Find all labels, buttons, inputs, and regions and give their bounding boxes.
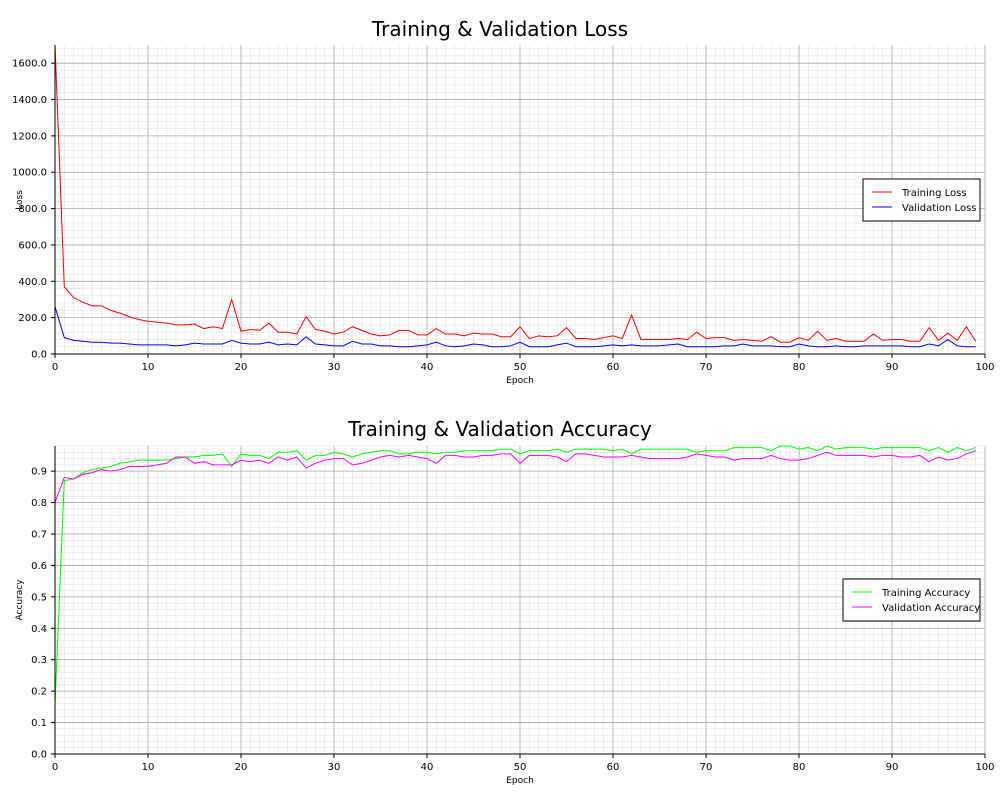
- y-axis-label: Loss: [15, 190, 25, 210]
- x-tick-labels: 0 10 20 30 40 50 60 70 80 90 100: [52, 362, 995, 373]
- x-tick-label: 60: [607, 762, 620, 773]
- x-tick-label: 30: [328, 762, 341, 773]
- y-tick-label: 1000.0: [12, 168, 47, 179]
- x-tick-label: 0: [52, 362, 58, 373]
- y-tick-label: 0.0: [31, 350, 47, 361]
- series-layer: [54, 44, 977, 348]
- axes: [51, 446, 986, 758]
- y-axis-label: Accuracy: [15, 579, 25, 621]
- y-tick-labels: 0.0 0.1 0.2 0.3 0.4 0.5 0.6 0.7 0.8 0.9: [31, 467, 47, 761]
- y-tick-labels: 0.0 200.0 400.0 600.0 800.0 1000.0 1200.0 1400.…: [12, 59, 47, 361]
- x-tick-label: 100: [975, 362, 994, 373]
- y-tick-label: 800.0: [18, 204, 47, 215]
- series-line-training-accuracy: [54, 445, 976, 704]
- x-tick-label: 10: [142, 362, 155, 373]
- x-tick-label: 50: [514, 762, 527, 773]
- x-axis-label: Epoch: [506, 376, 534, 386]
- series-line-validation-loss: [54, 306, 976, 348]
- y-tick-label: 0.8: [31, 498, 47, 509]
- y-tick-label: 200.0: [18, 313, 47, 324]
- legend-box: [842, 578, 981, 622]
- y-tick-label: 0.1: [31, 718, 47, 729]
- series-line-training-loss: [54, 44, 977, 343]
- y-tick-label: 0.2: [31, 687, 47, 698]
- y-tick-label: 0.3: [31, 655, 47, 666]
- y-tick-label: 1400.0: [12, 95, 47, 106]
- axes: [51, 45, 986, 358]
- legend-box: [862, 178, 981, 222]
- y-tick-label: 0.0: [31, 750, 47, 761]
- x-tick-label: 30: [328, 362, 341, 373]
- x-tick-label: 40: [421, 362, 434, 373]
- y-tick-label: 1200.0: [12, 131, 47, 142]
- series-line-validation-accuracy: [54, 450, 976, 503]
- x-tick-labels: 0 10 20 30 40 50 60 70 80 90 100: [52, 762, 995, 773]
- legend: Training Loss Validation Loss: [862, 178, 981, 222]
- y-tick-label: 0.7: [31, 530, 47, 541]
- x-tick-label: 90: [886, 762, 899, 773]
- chart-title: Training & Validation Accuracy: [347, 417, 652, 441]
- y-tick-label: 0.6: [31, 561, 47, 572]
- legend-label-validation-loss: Validation Loss: [902, 203, 977, 214]
- y-tick-label: 0.5: [31, 592, 47, 603]
- y-tick-label: 600.0: [18, 240, 47, 251]
- x-tick-label: 100: [975, 762, 994, 773]
- legend-label-validation-accuracy: Validation Accuracy: [882, 603, 980, 614]
- x-tick-label: 80: [793, 362, 806, 373]
- legend-label-training-loss: Training Loss: [901, 188, 967, 199]
- series-layer: [54, 445, 976, 704]
- accuracy-chart: Training & Validation Accuracy 0 10 20 30 40…: [15, 417, 995, 786]
- chart-title: Training & Validation Loss: [371, 17, 628, 41]
- x-tick-label: 50: [514, 362, 527, 373]
- x-tick-label: 20: [235, 762, 248, 773]
- x-tick-label: 0: [52, 762, 58, 773]
- legend: Training Accuracy Validation Accuracy: [842, 578, 981, 622]
- x-tick-label: 80: [793, 762, 806, 773]
- x-tick-label: 20: [235, 362, 248, 373]
- y-tick-label: 400.0: [18, 277, 47, 288]
- x-tick-label: 90: [886, 362, 899, 373]
- y-tick-label: 0.9: [31, 467, 47, 478]
- loss-chart: Training & Validation Loss 0 10 20 30 40 50 60…: [12, 17, 995, 386]
- legend-label-training-accuracy: Training Accuracy: [881, 588, 970, 599]
- y-tick-label: 0.4: [31, 624, 47, 635]
- y-tick-label: 1600.0: [12, 59, 47, 70]
- x-tick-label: 40: [421, 762, 434, 773]
- x-tick-label: 70: [700, 362, 713, 373]
- x-tick-label: 10: [142, 762, 155, 773]
- x-axis-label: Epoch: [506, 776, 534, 786]
- x-tick-label: 60: [607, 362, 620, 373]
- x-tick-label: 70: [700, 762, 713, 773]
- grid-major: [54, 45, 986, 355]
